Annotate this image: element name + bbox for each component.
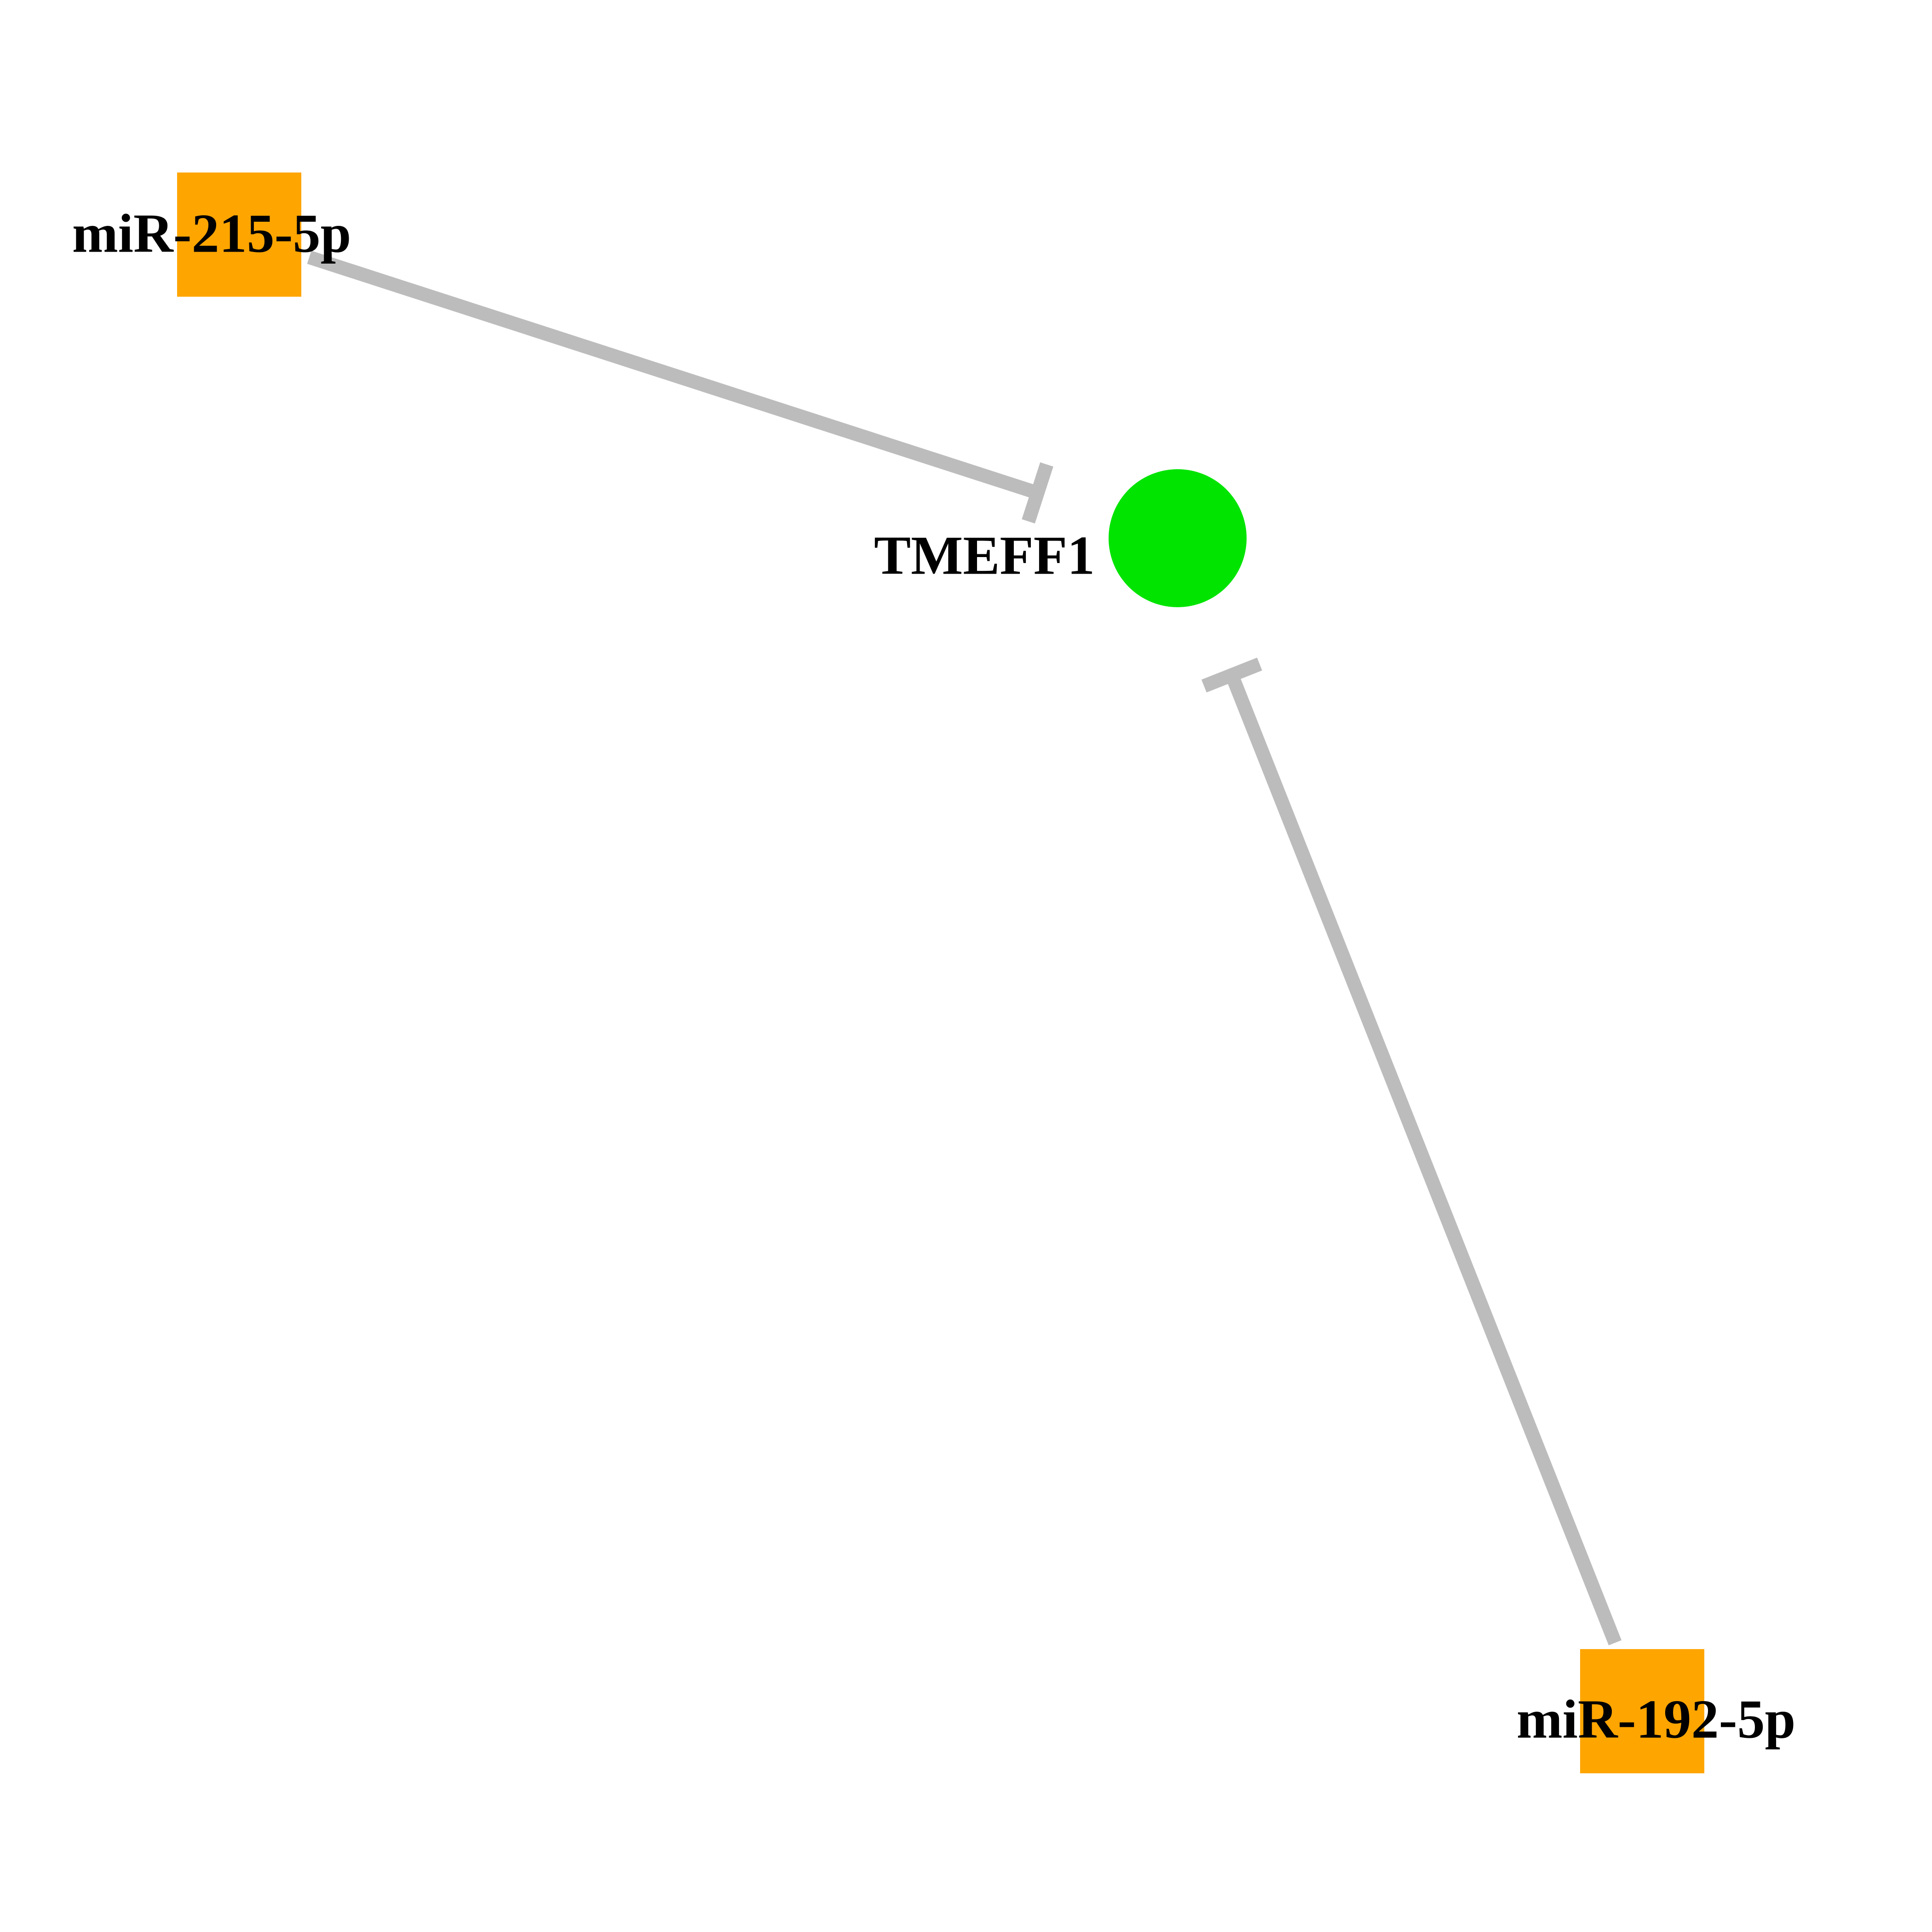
inhibition-cap [1029, 465, 1047, 522]
node-label-mir215: miR-215-5p [72, 203, 351, 264]
node-shape-tmeff1 [1109, 469, 1247, 607]
nodes-group: miR-215-5p miR-192-5p TMEFF1 [72, 172, 1796, 1773]
node-tmeff1: TMEFF1 [874, 469, 1247, 607]
edges-group [309, 257, 1615, 1643]
edge-line [309, 257, 1037, 493]
node-mir215: miR-215-5p [72, 172, 351, 297]
edge-mir192-to-tmeff1 [1204, 664, 1615, 1643]
edge-line [1232, 675, 1615, 1643]
node-mir192: miR-192-5p [1517, 1649, 1796, 1773]
node-label-tmeff1: TMEFF1 [874, 525, 1095, 586]
node-label-mir192: miR-192-5p [1517, 1689, 1796, 1750]
edge-mir215-to-tmeff1 [309, 257, 1046, 521]
